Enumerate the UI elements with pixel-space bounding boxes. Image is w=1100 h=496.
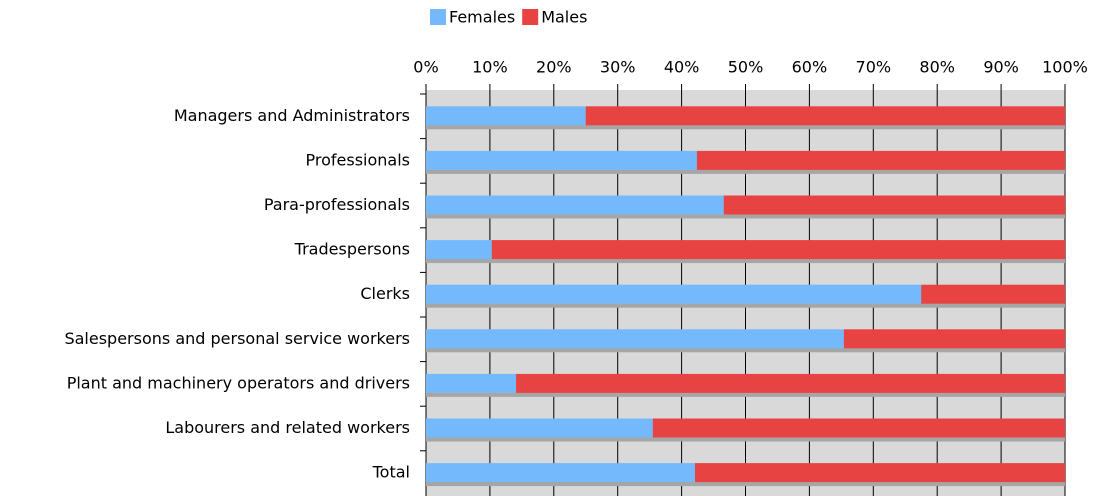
y-tick-label: Tradespersons xyxy=(294,240,410,259)
bar xyxy=(491,240,1065,260)
x-tick-label: 30% xyxy=(600,58,636,77)
x-tick-label: 70% xyxy=(856,58,892,77)
bar xyxy=(516,373,1065,393)
legend-label: Females xyxy=(449,8,515,27)
y-tick-label: Professionals xyxy=(306,150,411,169)
y-tick-label: Managers and Administrators xyxy=(174,106,410,125)
y-tick-label: Clerks xyxy=(360,284,410,303)
x-tick-label: 0% xyxy=(413,58,438,77)
x-tick-label: 40% xyxy=(664,58,700,77)
bar xyxy=(843,329,1065,349)
y-tick-label: Plant and machinery operators and driver… xyxy=(67,373,410,392)
bar xyxy=(426,195,724,215)
bar xyxy=(921,284,1065,304)
bar xyxy=(426,284,922,304)
y-tick-label: Total xyxy=(372,463,410,482)
x-tick-label: 100% xyxy=(1042,58,1088,77)
x-tick-label: 80% xyxy=(919,58,955,77)
bar xyxy=(426,240,492,260)
bar xyxy=(695,463,1065,483)
bar xyxy=(426,463,696,483)
bar xyxy=(426,329,844,349)
bar xyxy=(696,150,1065,170)
legend-swatch xyxy=(522,9,539,25)
x-tick-label: 20% xyxy=(536,58,572,77)
y-tick-label: Salespersons and personal service worker… xyxy=(64,329,410,348)
bar xyxy=(652,418,1065,438)
legend-label: Males xyxy=(541,8,587,27)
y-tick-label: Labourers and related workers xyxy=(165,418,410,437)
legend-swatch xyxy=(430,9,446,25)
bar xyxy=(426,150,697,170)
bar xyxy=(426,106,586,126)
x-tick-label: 60% xyxy=(792,58,828,77)
x-tick-label: 90% xyxy=(983,58,1019,77)
bar xyxy=(426,418,653,438)
y-tick-label: Para-professionals xyxy=(264,195,410,214)
bar xyxy=(426,373,517,393)
bar xyxy=(723,195,1065,215)
x-tick-label: 50% xyxy=(728,58,764,77)
x-tick-label: 10% xyxy=(472,58,508,77)
bar xyxy=(585,106,1065,126)
